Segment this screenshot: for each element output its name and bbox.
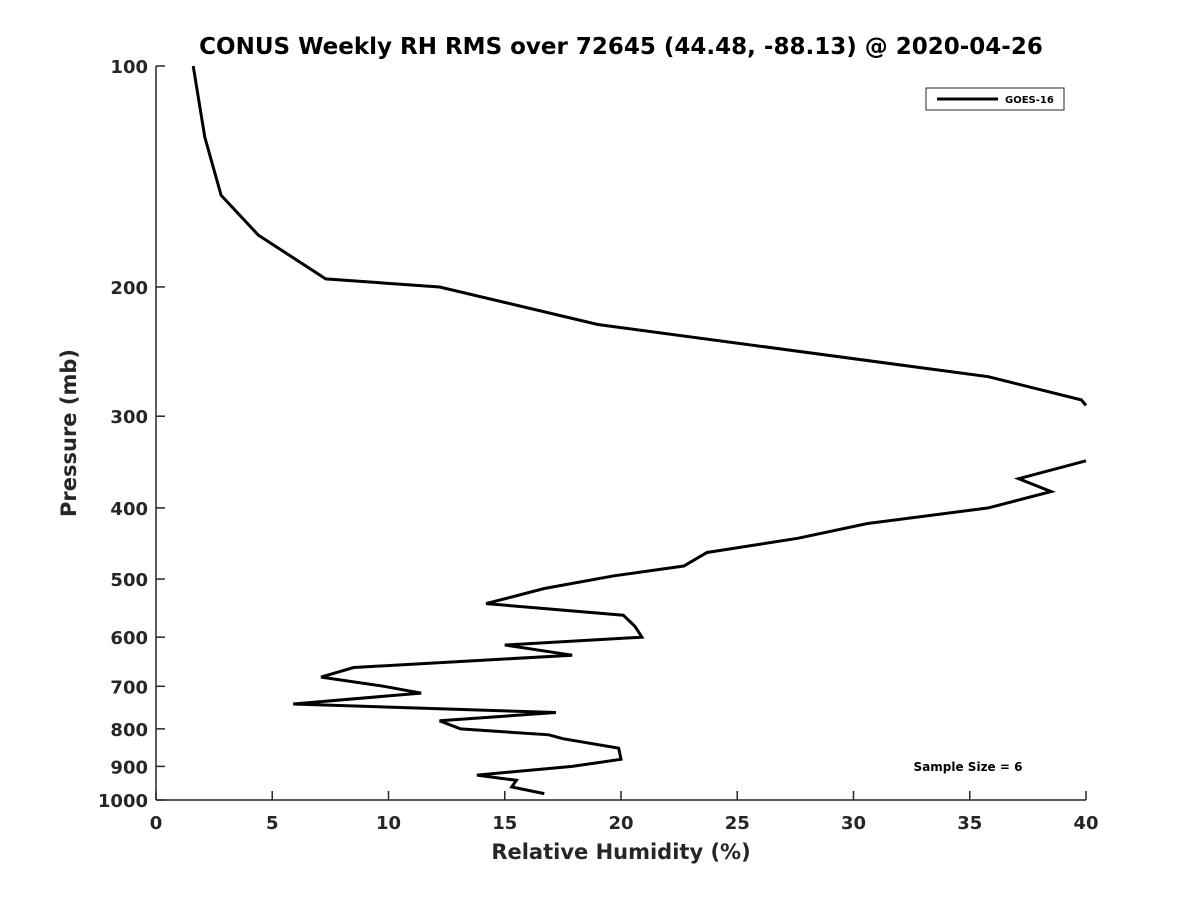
series-line-goes-16-segment-2 (293, 459, 1087, 796)
y-tick-label-500: 500 (110, 570, 148, 591)
plot-axes (155, 66, 1086, 801)
legend-entry-goes-16: GOES-16 (1005, 95, 1054, 106)
x-axis-label: Relative Humidity (%) (491, 840, 750, 864)
y-tick-label-1000: 1000 (98, 791, 148, 812)
y-tick-label-600: 600 (110, 628, 148, 649)
x-tick-label-10: 10 (376, 813, 401, 834)
series-layer (191, 65, 1088, 796)
x-tick-label-15: 15 (492, 813, 517, 834)
x-tick-label-5: 5 (266, 813, 279, 834)
x-tick-label-35: 35 (957, 813, 982, 834)
y-tick-label-200: 200 (110, 278, 148, 299)
y-axis-ticks: 100 200 300 400 500 600 700 800 900 1000 (98, 57, 165, 812)
y-tick-label-700: 700 (110, 677, 148, 698)
x-tick-label-40: 40 (1073, 813, 1098, 834)
legend: GOES-16 (925, 87, 1065, 111)
y-tick-label-100: 100 (110, 57, 148, 78)
chart-title: CONUS Weekly RH RMS over 72645 (44.48, -… (199, 34, 1043, 60)
sample-size-annotation: Sample Size = 6 (914, 760, 1023, 774)
x-tick-label-20: 20 (608, 813, 633, 834)
x-tick-label-30: 30 (841, 813, 866, 834)
x-axis-ticks: 0 5 10 15 20 25 30 35 40 (150, 791, 1099, 834)
series-line-goes-16-segment-1 (191, 65, 1088, 407)
y-tick-label-300: 300 (110, 407, 148, 428)
y-tick-label-800: 800 (110, 720, 148, 741)
y-tick-label-400: 400 (110, 499, 148, 520)
x-tick-label-25: 25 (725, 813, 750, 834)
y-tick-label-900: 900 (110, 757, 148, 778)
y-axis-label: Pressure (mb) (57, 349, 81, 517)
x-tick-label-0: 0 (150, 813, 163, 834)
